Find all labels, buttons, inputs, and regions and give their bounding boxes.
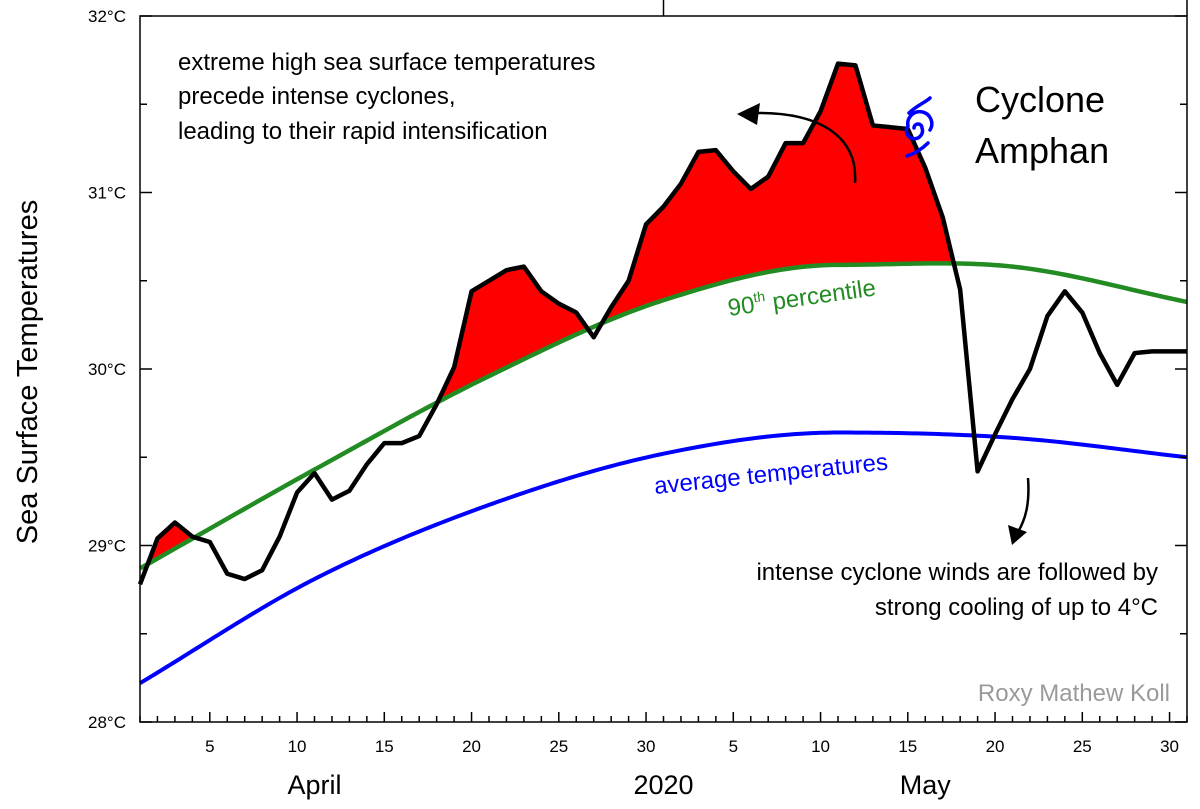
annotation-bottom-line2: strong cooling of up to 4°C: [875, 594, 1158, 621]
average-series-label: average temperatures: [653, 449, 889, 500]
y-tick-label-4: 32°C: [88, 7, 126, 26]
x-tick-label-5: 30: [637, 737, 656, 756]
cyclone-name-line1: Cyclone: [975, 79, 1105, 120]
x-tick-label-0: 5: [205, 737, 214, 756]
x-group-label-1: 2020: [633, 770, 693, 800]
arrow-top: [737, 103, 857, 184]
axes-layer: 28°C 29°C 30°C 31°C 32°C 5 10 15 20 25 30 5 10 15 20 25…: [88, 0, 1188, 800]
annotation-top-line1: extreme high sea surface temperatures: [178, 49, 596, 76]
exceedance-fill-layer: [148, 63, 954, 564]
p90-label-superscript: th: [752, 288, 766, 305]
exceedance-region-1: [438, 266, 587, 402]
credit-text: Roxy Mathew Koll: [978, 680, 1170, 707]
x-tick-label-7: 10: [811, 737, 830, 756]
x-group-label-2: May: [900, 770, 952, 800]
y-tick-label-3: 31°C: [88, 184, 126, 203]
annotation-bottom-line1: intense cyclone winds are followed by: [756, 559, 1158, 586]
x-tick-label-11: 30: [1160, 737, 1179, 756]
p90-series-label: 90th percentile: [726, 272, 878, 321]
annotation-top-line2: precede intense cyclones,: [178, 83, 456, 110]
y-tick-label-1: 29°C: [88, 537, 126, 556]
cyclone-name-line2: Amphan: [975, 130, 1109, 171]
observed-sst-line: [137, 61, 1187, 586]
series-lines-layer: [137, 61, 1188, 685]
p90-label-number: 90: [726, 291, 756, 321]
x-tick-label-4: 25: [549, 737, 568, 756]
y-tick-label-0: 28°C: [88, 713, 126, 732]
x-tick-label-1: 10: [288, 737, 307, 756]
cyclone-icon: [904, 96, 934, 158]
p90-label-rest: percentile: [764, 274, 877, 316]
x-tick-label-6: 5: [729, 737, 738, 756]
average-temperature-line: [138, 430, 1188, 685]
x-tick-label-2: 15: [375, 737, 394, 756]
y-tick-label-2: 30°C: [88, 360, 126, 379]
p90-line: [138, 261, 1188, 571]
exceedance-region-0: [148, 522, 195, 564]
x-tick-label-10: 25: [1073, 737, 1092, 756]
x-tick-label-8: 15: [898, 737, 917, 756]
exceedance-region-2: [602, 63, 954, 324]
annotation-top-line3: leading to their rapid intensification: [178, 118, 548, 145]
x-group-label-0: April: [287, 770, 341, 800]
x-tick-label-3: 20: [462, 737, 481, 756]
arrow-bottom: [1008, 477, 1030, 545]
y-axis-title: Sea Surface Temperatures: [12, 200, 44, 544]
x-tick-label-9: 20: [986, 737, 1005, 756]
